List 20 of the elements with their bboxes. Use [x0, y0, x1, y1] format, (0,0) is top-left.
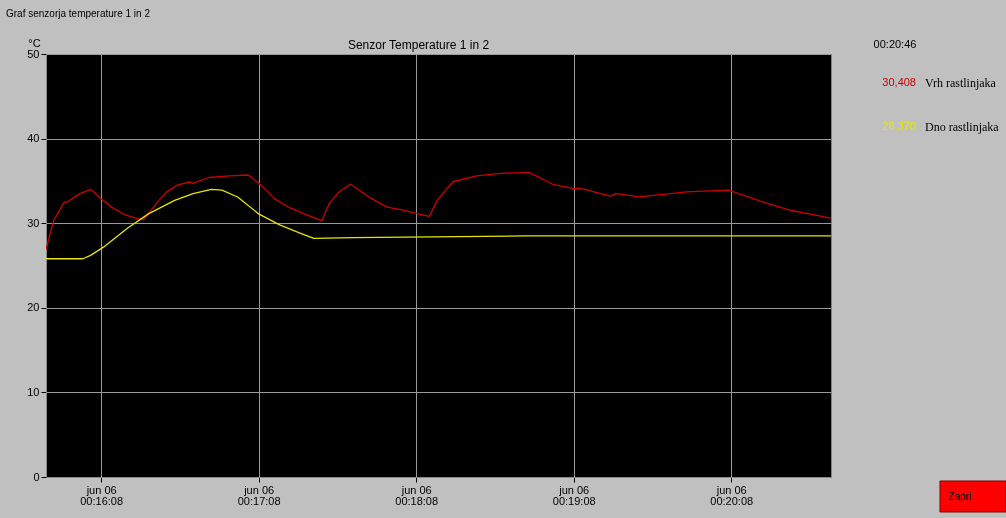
- text: Vrh rastlinjaka: [925, 76, 997, 90]
- text: 28,370: [882, 120, 916, 132]
- x-tick-label: jun 06 00:16:08: [80, 483, 124, 507]
- chart-title: Senzor Temperature 1 in 2: [347, 38, 490, 52]
- x-tick-label: jun 06 00:19:08: [552, 483, 596, 507]
- text: Dno rastlinjaka: [925, 120, 1000, 134]
- y-axis-title: °C: [28, 36, 41, 49]
- y-tick-label: 40: [27, 132, 40, 145]
- text: Graf senzorja temperature 1 in 2: [6, 8, 151, 19]
- y-tick-label: 20: [27, 301, 40, 314]
- y-tick-label: 30: [27, 216, 40, 229]
- text: Zapri: [948, 491, 972, 502]
- y-tick-label: 10: [27, 385, 40, 398]
- x-tick-label: jun 06 00:17:08: [237, 483, 281, 507]
- y-tick-label: 50: [27, 47, 40, 60]
- text: 00:20:46: [873, 38, 917, 50]
- x-tick-label: jun 06 00:20:08: [710, 483, 754, 507]
- x-tick-label: jun 06 00:18:08: [395, 483, 439, 507]
- text: 30,408: [882, 76, 916, 88]
- y-tick-label: 0: [33, 470, 40, 483]
